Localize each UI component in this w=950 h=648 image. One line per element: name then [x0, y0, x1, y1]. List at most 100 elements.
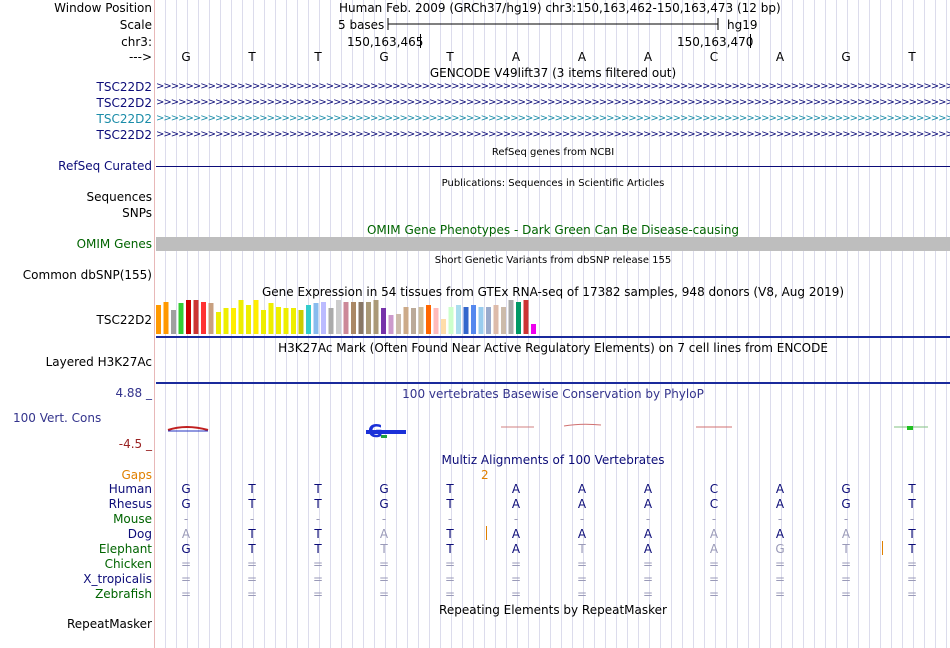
gtex-tissue-bar[interactable] — [276, 307, 281, 334]
gencode-gene-label[interactable]: TSC22D2 — [96, 112, 152, 126]
gtex-tissue-bar[interactable] — [261, 310, 266, 334]
gtex-tissue-bar[interactable] — [171, 310, 176, 334]
gencode-gene-label[interactable]: TSC22D2 — [96, 96, 152, 110]
phylop-max-label: 4.88 _ — [115, 386, 152, 400]
alignment-base: = — [774, 572, 786, 586]
gtex-tissue-bar[interactable] — [396, 314, 401, 334]
species-label[interactable]: Elephant — [98, 542, 152, 556]
base: G — [379, 50, 389, 64]
gtex-tissue-bar[interactable] — [433, 308, 439, 334]
gtex-tissue-bar[interactable] — [418, 307, 424, 334]
gtex-tissue-bar[interactable] — [343, 302, 349, 334]
gencode-gene-feature[interactable]: >>>>>>>>>>>>>>>>>>>>>>>>>>>>>>>>>>>>>>>>… — [156, 113, 950, 124]
assembly-position-text: Human Feb. 2009 (GRCh37/hg19) chr3:150,1… — [339, 1, 781, 15]
gtex-tissue-bar[interactable] — [321, 302, 326, 334]
gtex-tissue-bar[interactable] — [381, 308, 386, 334]
gtex-tissue-bar[interactable] — [298, 310, 304, 334]
dbsnp-track-label[interactable]: Common dbSNP(155) — [22, 268, 152, 282]
gencode-gene-feature[interactable]: >>>>>>>>>>>>>>>>>>>>>>>>>>>>>>>>>>>>>>>>… — [156, 81, 950, 92]
phylop-track-label[interactable]: 100 Vert. Cons — [13, 411, 102, 425]
gtex-tissue-bar[interactable] — [231, 308, 236, 334]
omim-feature-bar[interactable] — [156, 237, 950, 251]
h3k27ac-signal-line[interactable] — [156, 382, 950, 384]
gtex-tissue-bar[interactable] — [238, 300, 244, 334]
refseq-gene-line[interactable] — [156, 166, 950, 167]
gtex-tissue-bar[interactable] — [253, 300, 259, 334]
gtex-tissue-bar[interactable] — [193, 300, 199, 334]
gtex-track-title: Gene Expression in 54 tissues from GTEx … — [261, 285, 845, 299]
gtex-expression-chart[interactable] — [156, 299, 556, 335]
gtex-tissue-bar[interactable] — [448, 307, 454, 334]
scale-label[interactable]: Scale — [119, 18, 152, 32]
alignment-base: A — [577, 497, 587, 511]
gencode-gene-label[interactable]: TSC22D2 — [96, 80, 152, 94]
gtex-tissue-bar[interactable] — [313, 303, 319, 334]
gtex-tissue-bar[interactable] — [178, 303, 184, 334]
refseq-track-label[interactable]: RefSeq Curated — [58, 159, 152, 173]
gtex-tissue-bar[interactable] — [493, 305, 499, 334]
alignment-base: G — [379, 497, 389, 511]
gtex-tissue-bar[interactable] — [501, 307, 506, 334]
gtex-tissue-bar[interactable] — [291, 308, 296, 334]
alignment-base: = — [708, 587, 720, 601]
gtex-tissue-bar[interactable] — [186, 300, 191, 334]
gtex-tissue-bar[interactable] — [156, 305, 161, 334]
chrom-label[interactable]: chr3: — [121, 35, 152, 49]
window-position-label[interactable]: Window Position — [54, 1, 152, 15]
gtex-tissue-bar[interactable] — [426, 305, 431, 334]
gtex-tissue-bar[interactable] — [208, 303, 214, 334]
species-label[interactable]: Dog — [127, 527, 152, 541]
gtex-tissue-bar[interactable] — [223, 308, 229, 334]
repeatmasker-track-label[interactable]: RepeatMasker — [66, 617, 152, 631]
gtex-tissue-bar[interactable] — [336, 300, 341, 334]
species-label[interactable]: Zebrafish — [95, 587, 152, 601]
species-label[interactable]: Human — [108, 482, 152, 496]
alignment-base: = — [312, 557, 324, 571]
gtex-tissue-bar[interactable] — [516, 302, 521, 334]
gtex-tissue-bar[interactable] — [283, 308, 289, 334]
gtex-tissue-bar[interactable] — [411, 308, 416, 334]
gtex-tissue-bar[interactable] — [456, 305, 461, 334]
gtex-tissue-bar[interactable] — [373, 300, 379, 334]
gtex-tissue-bar[interactable] — [523, 300, 529, 334]
species-label[interactable]: Mouse — [113, 512, 152, 526]
gtex-tissue-bar[interactable] — [163, 302, 169, 334]
snps-track-label[interactable]: SNPs — [122, 206, 152, 220]
gtex-tissue-bar[interactable] — [216, 312, 221, 334]
gtex-tissue-bar[interactable] — [328, 308, 334, 334]
alignment-base: T — [314, 482, 322, 496]
gencode-gene-feature[interactable]: >>>>>>>>>>>>>>>>>>>>>>>>>>>>>>>>>>>>>>>>… — [156, 97, 950, 108]
gtex-tissue-bar[interactable] — [351, 302, 356, 334]
gtex-tissue-bar[interactable] — [403, 307, 409, 334]
alignment-base: T — [248, 527, 256, 541]
alignment-base: = — [906, 587, 918, 601]
gtex-tissue-bar[interactable] — [441, 319, 446, 334]
species-label[interactable]: X_tropicalis — [83, 572, 152, 586]
gtex-tissue-bar[interactable] — [463, 307, 469, 334]
gtex-tissue-bar[interactable] — [486, 307, 491, 334]
gtex-track-label[interactable]: TSC22D2 — [96, 313, 152, 327]
alignment-base: T — [446, 482, 454, 496]
gaps-label[interactable]: Gaps — [121, 468, 152, 482]
gtex-tissue-bar[interactable] — [478, 307, 484, 334]
gtex-tissue-bar[interactable] — [268, 303, 274, 334]
gtex-tissue-bar[interactable] — [246, 305, 251, 334]
gtex-tissue-bar[interactable] — [366, 302, 371, 334]
species-label[interactable]: Chicken — [104, 557, 152, 571]
gtex-tissue-bar[interactable] — [471, 305, 476, 334]
strand-arrow-label[interactable]: ---> — [128, 50, 152, 64]
gtex-tissue-bar[interactable] — [358, 302, 364, 334]
gencode-gene-label[interactable]: TSC22D2 — [96, 128, 152, 142]
alignment-base: = — [642, 557, 654, 571]
gtex-tissue-bar[interactable] — [388, 315, 394, 334]
gencode-gene-feature[interactable]: >>>>>>>>>>>>>>>>>>>>>>>>>>>>>>>>>>>>>>>>… — [156, 129, 950, 140]
gtex-tissue-bar[interactable] — [508, 300, 514, 334]
gtex-tissue-bar[interactable] — [201, 302, 206, 334]
gtex-tissue-bar[interactable] — [306, 305, 311, 334]
phylop-signal[interactable]: G — [156, 420, 950, 442]
sequences-track-label[interactable]: Sequences — [86, 190, 152, 204]
gtex-tissue-bar[interactable] — [531, 324, 536, 334]
h3k27ac-track-label[interactable]: Layered H3K27Ac — [45, 355, 152, 369]
omim-track-label[interactable]: OMIM Genes — [76, 237, 152, 251]
species-label[interactable]: Rhesus — [108, 497, 152, 511]
